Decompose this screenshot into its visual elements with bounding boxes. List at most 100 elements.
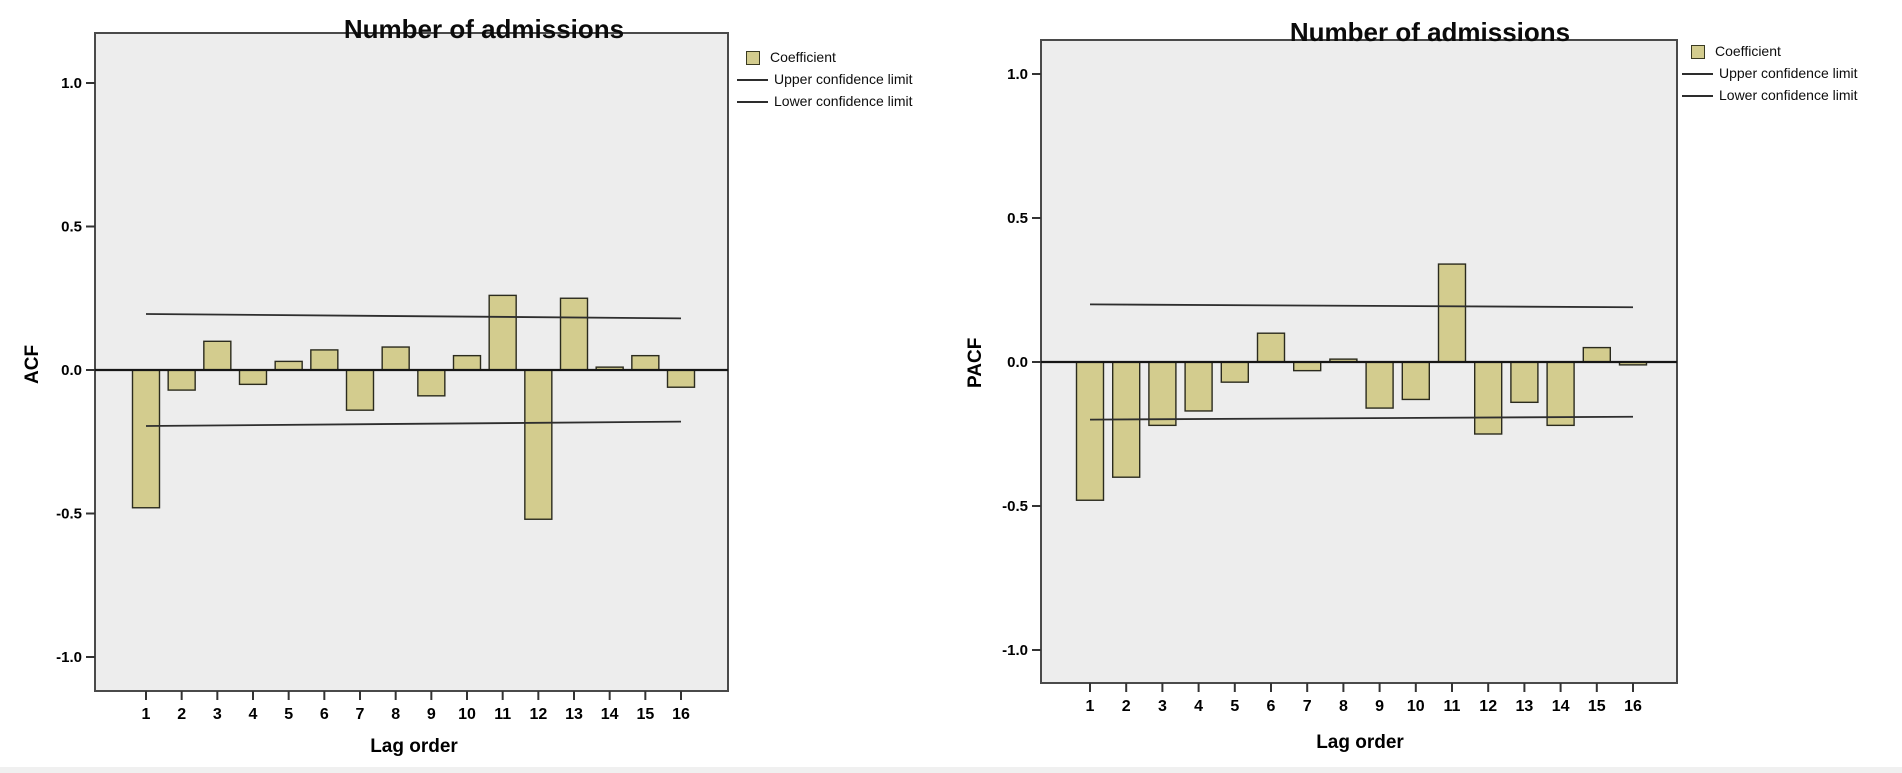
pacf-xtick-label-3: 3 bbox=[1158, 698, 1167, 715]
pacf-xtick-label-2: 2 bbox=[1122, 698, 1131, 715]
pacf-xtick-label-1: 1 bbox=[1086, 698, 1095, 715]
acf-coefficient-bar-lag-2 bbox=[167, 369, 196, 391]
acf-plot-area bbox=[94, 32, 729, 692]
acf-xtick-label-6: 6 bbox=[320, 706, 329, 723]
acf-plot-svg: 1.00.50.0-0.5-1.01 2 3 4 5 6 7 8 9 10 11 12 13 14 15 16 bbox=[56, 32, 729, 723]
lower-confidence-line-icon bbox=[1682, 94, 1713, 97]
pacf-xtick-label-9: 9 bbox=[1375, 698, 1384, 715]
acf-xtick-label-15: 15 bbox=[636, 706, 654, 723]
pacf-legend: Coefficient Upper confidence limit Lower… bbox=[1682, 44, 1858, 110]
pacf-coefficient-bar-lag-13 bbox=[1510, 361, 1539, 404]
pacf-xtick-label-6: 6 bbox=[1267, 698, 1276, 715]
pacf-xtick-label-14: 14 bbox=[1552, 698, 1570, 715]
acf-coefficient-bar-lag-3 bbox=[203, 340, 232, 371]
pacf-ytick-label-0.0: 0.0 bbox=[1007, 354, 1028, 371]
pacf-xtick-label-4: 4 bbox=[1194, 698, 1203, 715]
acf-xtick-label-2: 2 bbox=[177, 706, 186, 723]
pacf-ytick-label-1.0: 1.0 bbox=[1007, 66, 1028, 83]
acf-coefficient-bar-lag-7 bbox=[345, 369, 375, 411]
acf-xtick-label-8: 8 bbox=[391, 706, 400, 723]
acf-xtick-label-10: 10 bbox=[458, 706, 476, 723]
acf-legend-lower-label: Lower confidence limit bbox=[774, 93, 913, 109]
acf-xtick-label-5: 5 bbox=[284, 706, 293, 723]
acf-coefficient-bar-lag-10 bbox=[452, 354, 482, 371]
acf-xtick-label-9: 9 bbox=[427, 706, 436, 723]
acf-ytick-label-0.5: 0.5 bbox=[61, 219, 82, 236]
acf-coefficient-bar-lag-6 bbox=[310, 349, 339, 371]
pacf-coefficient-bar-lag-5 bbox=[1220, 361, 1249, 383]
pacf-plot-svg: 1.00.50.0-0.5-1.01 2 3 4 5 6 7 8 9 10 11 12 13 14 15 16 bbox=[1002, 39, 1678, 715]
pacf-coefficient-bar-lag-3 bbox=[1148, 361, 1177, 427]
pacf-coefficient-bar-lag-9 bbox=[1365, 361, 1394, 409]
pacf-xtick-label-5: 5 bbox=[1230, 698, 1239, 715]
acf-coefficient-bar-lag-12 bbox=[524, 369, 553, 520]
acf-coefficient-bar-lag-16 bbox=[666, 369, 696, 388]
acf-legend: Coefficient Upper confidence limit Lower… bbox=[737, 50, 913, 116]
acf-xtick-label-13: 13 bbox=[565, 706, 583, 723]
acf-x-axis-label: Lag order bbox=[370, 736, 458, 757]
acf-xtick-label-3: 3 bbox=[213, 706, 222, 723]
acf-xtick-label-4: 4 bbox=[249, 706, 258, 723]
acf-legend-coefficient-label: Coefficient bbox=[770, 49, 836, 65]
acf-chart-title: Number of admissions bbox=[343, 14, 625, 44]
pacf-legend-lower-label: Lower confidence limit bbox=[1719, 87, 1858, 103]
pacf-coefficient-bar-lag-10 bbox=[1401, 361, 1430, 401]
pacf-coefficient-bar-lag-6 bbox=[1256, 332, 1286, 363]
pacf-chart: 1.0 0.5 0.0 -0.5 -1.0 1 2 3 4 5 6 7 8 9 10 11 12 13 14 15 16… bbox=[950, 0, 1902, 773]
pacf-coefficient-bar-lag-12 bbox=[1474, 361, 1503, 435]
acf-ytick-label--0.5: -0.5 bbox=[56, 506, 82, 523]
pacf-legend-item-upper-limit: Upper confidence limit bbox=[1682, 66, 1858, 81]
lower-confidence-line-icon bbox=[737, 100, 768, 103]
bottom-artifact-strip bbox=[0, 767, 1902, 773]
acf-coefficient-bar-lag-9 bbox=[417, 369, 446, 397]
coefficient-swatch-icon bbox=[1691, 44, 1705, 59]
pacf-xtick-label-8: 8 bbox=[1339, 698, 1348, 715]
acf-upper-confidence-line bbox=[145, 313, 682, 320]
acf-xtick-label-12: 12 bbox=[529, 706, 547, 723]
pacf-xtick-label-11: 11 bbox=[1444, 698, 1461, 715]
acf-legend-item-lower-limit: Lower confidence limit bbox=[737, 94, 913, 109]
acf-chart: 1.0 0.5 0.0 -0.5 -1.0 1 2 3 4 5 6 7 8 9 10 11 12 13 14 15 16… bbox=[0, 0, 950, 773]
acf-legend-item-coefficient: Coefficient bbox=[737, 50, 913, 65]
acf-coefficient-bar-lag-4 bbox=[238, 369, 268, 386]
pacf-ytick-label--1.0: -1.0 bbox=[1002, 642, 1028, 659]
coefficient-swatch-icon bbox=[746, 50, 760, 65]
pacf-xtick-label-13: 13 bbox=[1516, 698, 1534, 715]
acf-lower-confidence-line bbox=[145, 420, 682, 427]
pacf-xtick-label-10: 10 bbox=[1407, 698, 1425, 715]
pacf-y-axis-label: PACF bbox=[965, 337, 986, 388]
pacf-coefficient-bar-lag-4 bbox=[1184, 361, 1213, 412]
acf-legend-upper-label: Upper confidence limit bbox=[774, 71, 913, 87]
pacf-legend-item-coefficient: Coefficient bbox=[1682, 44, 1858, 59]
pacf-xtick-label-15: 15 bbox=[1588, 698, 1606, 715]
pacf-coefficient-bar-lag-11 bbox=[1437, 263, 1467, 363]
pacf-legend-item-lower-limit: Lower confidence limit bbox=[1682, 88, 1858, 103]
pacf-coefficient-bar-lag-7 bbox=[1293, 361, 1322, 372]
acf-coefficient-bar-lag-11 bbox=[488, 294, 517, 371]
acf-xtick-label-1: 1 bbox=[142, 706, 151, 723]
pacf-legend-upper-label: Upper confidence limit bbox=[1719, 65, 1858, 81]
acf-ytick-label-1.0: 1.0 bbox=[61, 75, 82, 92]
acf-xtick-label-14: 14 bbox=[601, 706, 619, 723]
pacf-upper-confidence-line bbox=[1089, 303, 1634, 309]
acf-xtick-label-16: 16 bbox=[672, 706, 690, 723]
acf-coefficient-bar-lag-15 bbox=[631, 354, 660, 371]
pacf-lower-confidence-line bbox=[1089, 415, 1634, 421]
acf-xtick-label-11: 11 bbox=[494, 706, 511, 723]
acf-y-axis-label: ACF bbox=[22, 344, 43, 384]
acf-xtick-label-7: 7 bbox=[356, 706, 365, 723]
pacf-xtick-label-7: 7 bbox=[1303, 698, 1312, 715]
pacf-coefficient-bar-lag-1 bbox=[1075, 361, 1105, 501]
pacf-xtick-label-12: 12 bbox=[1479, 698, 1497, 715]
upper-confidence-line-icon bbox=[1682, 72, 1713, 75]
pacf-coefficient-bar-lag-14 bbox=[1546, 361, 1575, 427]
acf-coefficient-bar-lag-1 bbox=[131, 369, 161, 509]
pacf-ytick-label-0.5: 0.5 bbox=[1007, 210, 1028, 227]
pacf-chart-title: Number of admissions bbox=[1289, 17, 1571, 47]
pacf-xtick-label-16: 16 bbox=[1624, 698, 1642, 715]
pacf-legend-coefficient-label: Coefficient bbox=[1715, 43, 1781, 59]
acf-ytick-label--1.0: -1.0 bbox=[56, 649, 82, 666]
pacf-ytick-label--0.5: -0.5 bbox=[1002, 498, 1028, 515]
acf-coefficient-bar-lag-13 bbox=[559, 297, 589, 371]
